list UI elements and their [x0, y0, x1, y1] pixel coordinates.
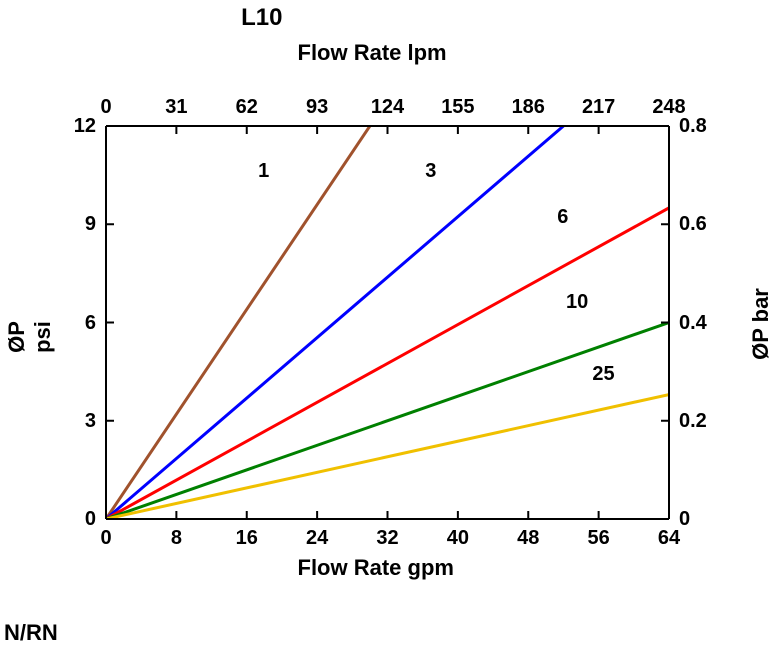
y-right-tick-label: 0.8 — [679, 115, 739, 138]
series-line-1 — [106, 126, 370, 519]
y-right-tick-label: 0 — [679, 508, 739, 531]
y-left-tick-label: 12 — [46, 115, 96, 138]
y-right-tick-label: 0.4 — [679, 312, 739, 335]
x-bottom-tick-label: 40 — [428, 527, 488, 550]
x-bottom-tick-label: 8 — [146, 527, 206, 550]
x-top-tick-label: 31 — [146, 96, 206, 119]
x-top-tick-label: 62 — [217, 96, 277, 119]
x-bottom-tick-label: 32 — [358, 527, 418, 550]
series-label-6: 6 — [557, 206, 568, 229]
x-top-tick-label: 155 — [428, 96, 488, 119]
y-right-tick-label: 0.6 — [679, 213, 739, 236]
x-top-tick-label: 93 — [287, 96, 347, 119]
x-bottom-tick-label: 16 — [217, 527, 277, 550]
series-line-10 — [106, 323, 669, 520]
y-left-tick-label: 0 — [46, 508, 96, 531]
series-line-3 — [106, 126, 563, 519]
series-line-6 — [106, 208, 669, 519]
x-top-tick-label: 124 — [358, 96, 418, 119]
y-left-tick-label: 6 — [46, 312, 96, 335]
x-top-tick-label: 217 — [569, 96, 629, 119]
series-label-10: 10 — [566, 291, 588, 314]
x-top-tick-label: 186 — [498, 96, 558, 119]
series-label-1: 1 — [258, 160, 269, 183]
x-bottom-tick-label: 56 — [569, 527, 629, 550]
series-label-25: 25 — [592, 363, 614, 386]
y-left-tick-label: 9 — [46, 213, 96, 236]
x-bottom-tick-label: 48 — [498, 527, 558, 550]
y-left-tick-label: 3 — [46, 410, 96, 433]
y-right-tick-label: 0.2 — [679, 410, 739, 433]
series-line-25 — [106, 395, 669, 519]
x-bottom-tick-label: 24 — [287, 527, 347, 550]
series-label-3: 3 — [425, 160, 436, 183]
